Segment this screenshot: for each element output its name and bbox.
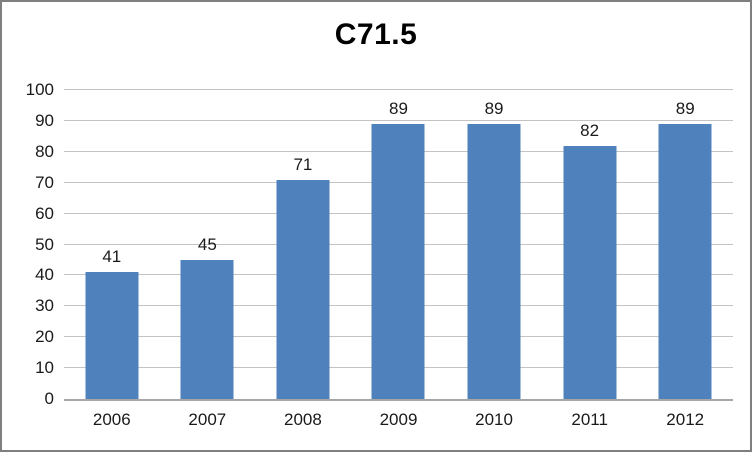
data-label-2011: 82 [580, 120, 600, 140]
x-tick-label-2012: 2012 [666, 410, 705, 429]
plot-area: 41 45 71 89 89 82 89 [64, 89, 733, 401]
gridline-90 [64, 119, 733, 121]
data-label-2012: 89 [675, 99, 695, 118]
data-label-2008: 71 [293, 154, 313, 174]
y-tick-label-10: 10 [35, 358, 54, 378]
bar-slot-2008: 71 [255, 90, 351, 399]
bar-slot-2012: 89 [637, 90, 733, 399]
chart-title: C71.5 [334, 18, 418, 51]
bar-slot-2009: 89 [351, 90, 447, 399]
x-tick-label-2006: 2006 [92, 410, 131, 429]
bar-2006 [85, 272, 139, 399]
y-tick-label-60: 60 [35, 203, 54, 223]
data-label-2007: 45 [197, 234, 217, 254]
y-tick-label-100: 100 [25, 80, 54, 99]
bar-2008 [276, 179, 330, 399]
bar-slot-2006: 41 [64, 90, 160, 399]
bar-slot-2011: 82 [542, 90, 638, 399]
y-tick-label-90: 90 [35, 110, 54, 130]
bar-2011 [563, 145, 617, 399]
y-tick-label-0: 0 [44, 389, 54, 408]
data-label-2006: 41 [102, 247, 122, 267]
y-tick-label-50: 50 [35, 234, 54, 254]
bar-2007 [180, 259, 234, 399]
y-tick-label-20: 20 [35, 327, 54, 347]
y-tick-label-70: 70 [35, 172, 54, 192]
x-tick-label-2010: 2010 [475, 410, 513, 429]
bar-2009 [371, 124, 425, 399]
data-label-2010: 89 [484, 99, 504, 118]
bar-2012 [658, 124, 712, 399]
y-tick-label-80: 80 [35, 141, 54, 161]
y-tick-label-40: 40 [35, 265, 54, 285]
x-tick-label-2008: 2008 [284, 410, 322, 429]
gridline-100 [64, 89, 733, 90]
data-label-2009: 89 [389, 99, 408, 118]
bar-slot-2007: 45 [160, 90, 256, 399]
x-tick-label-2011: 2011 [571, 410, 608, 429]
bar-slot-2010: 89 [446, 90, 542, 399]
x-tick-label-2007: 2007 [188, 410, 227, 429]
y-tick-label-30: 30 [35, 296, 54, 316]
bar-2010 [467, 124, 521, 399]
x-tick-label-2009: 2009 [379, 410, 418, 429]
